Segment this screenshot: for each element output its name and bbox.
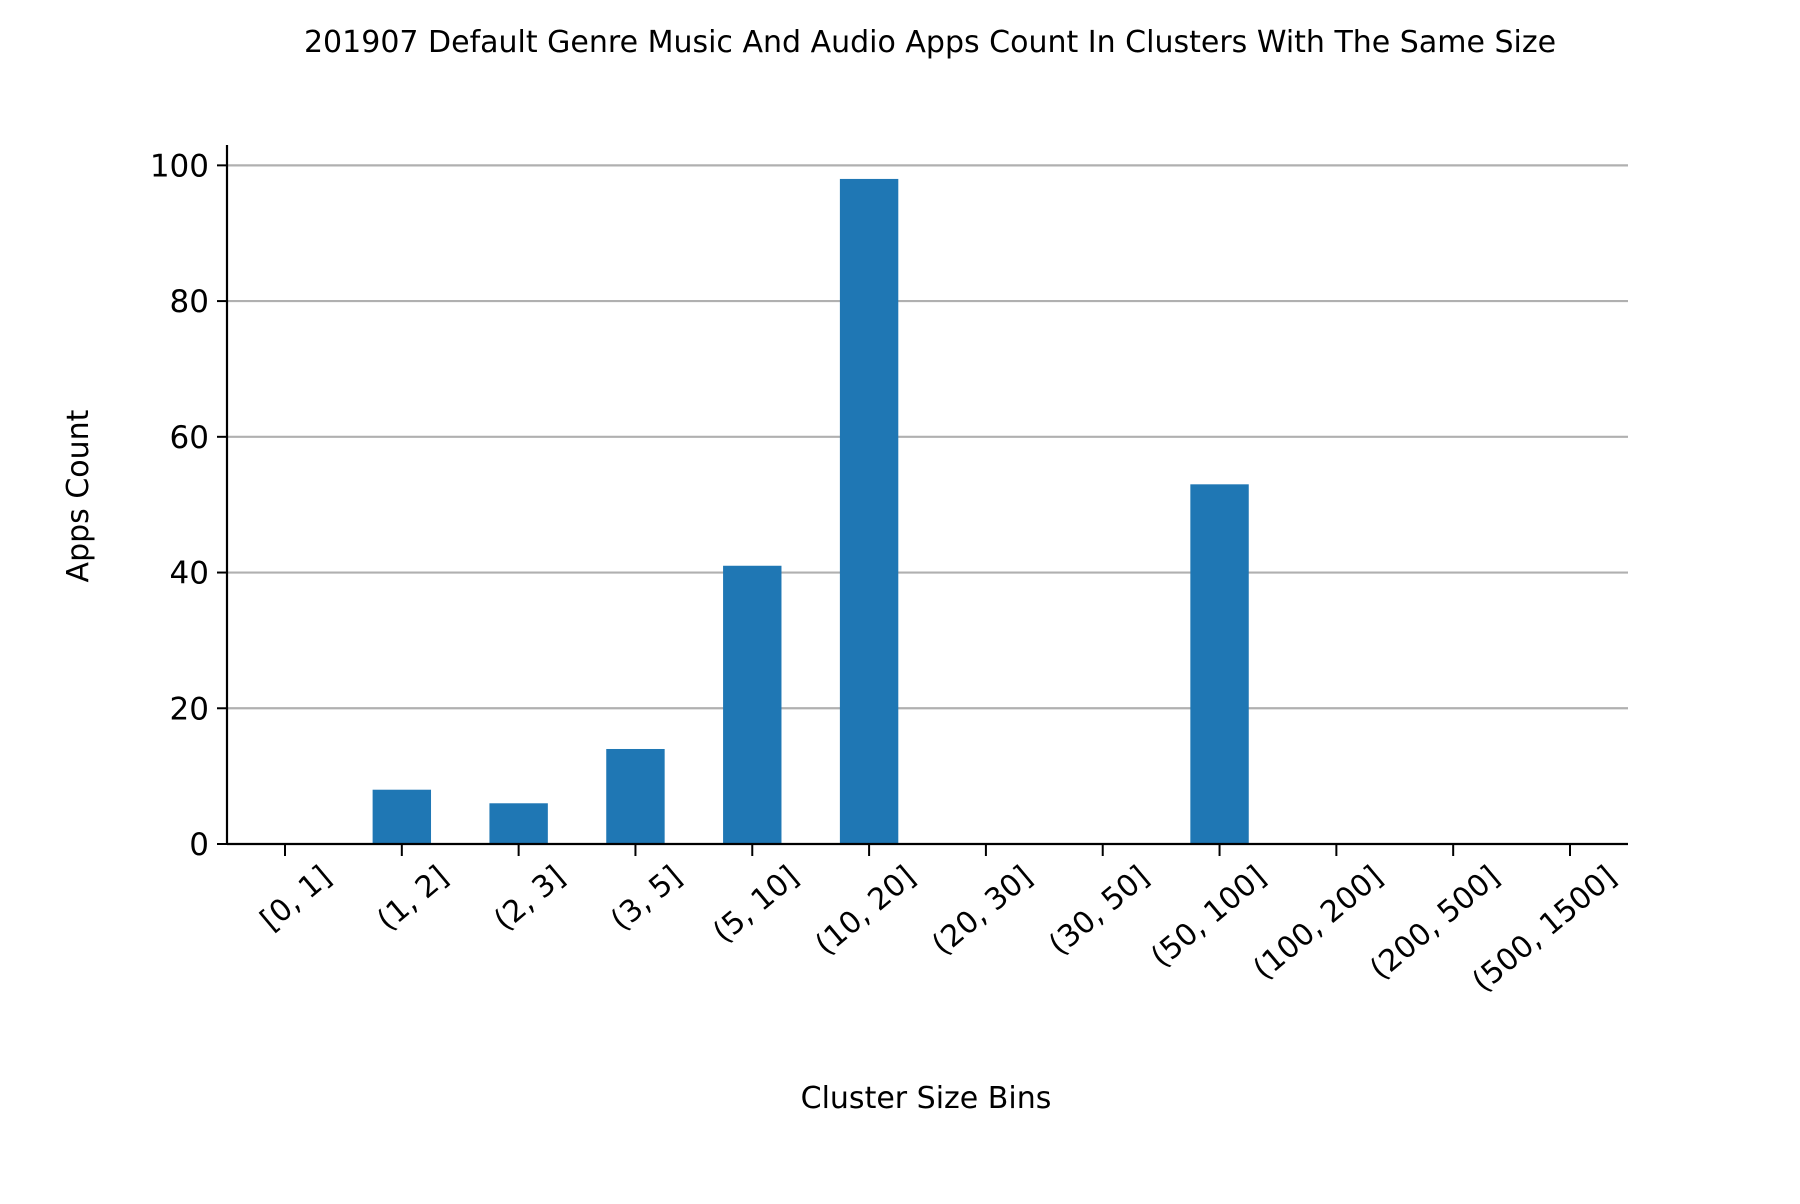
x-axis-label: Cluster Size Bins xyxy=(801,1081,1052,1116)
bars xyxy=(372,178,1249,845)
bar-1 xyxy=(372,789,432,844)
bar-5 xyxy=(839,178,899,845)
x-tick-label-9: (100, 200] xyxy=(1247,859,1390,987)
bar-8 xyxy=(1190,484,1249,844)
axes xyxy=(225,145,1628,846)
x-tick-label-6: (20, 30] xyxy=(926,859,1040,962)
y-ticks: 0 20 40 60 80 100 xyxy=(150,148,227,863)
x-tick-label-2: (2, 3] xyxy=(487,859,571,938)
x-tick-label-4: (5, 10] xyxy=(707,859,806,950)
chart-title: 201907 Default Genre Music And Audio App… xyxy=(304,25,1556,60)
x-ticks: [0, 1] (1, 2] (2, 3] (3, 5] (5, 10] (10, 20](… xyxy=(254,844,1623,999)
y-tick-label-100: 100 xyxy=(150,148,209,184)
grid-lines xyxy=(227,164,1628,710)
x-tick-label-1: (1, 2] xyxy=(371,859,455,938)
bar-2 xyxy=(489,803,548,844)
y-axis-label: Apps Count xyxy=(61,409,96,582)
y-tick-label-0: 0 xyxy=(189,827,209,863)
x-tick-label-0: [0, 1] xyxy=(254,859,338,938)
y-tick-label-20: 20 xyxy=(170,691,209,727)
y-tick-label-60: 60 xyxy=(170,420,209,456)
x-tick-label-7: (30, 50] xyxy=(1042,859,1156,962)
y-tick-label-80: 80 xyxy=(170,284,209,320)
bar-3 xyxy=(606,748,665,844)
bar-4 xyxy=(723,565,782,844)
y-tick-label-40: 40 xyxy=(170,556,209,592)
x-tick-label-5: (10, 20] xyxy=(809,859,923,962)
x-tick-label-3: (3, 5] xyxy=(604,859,688,938)
